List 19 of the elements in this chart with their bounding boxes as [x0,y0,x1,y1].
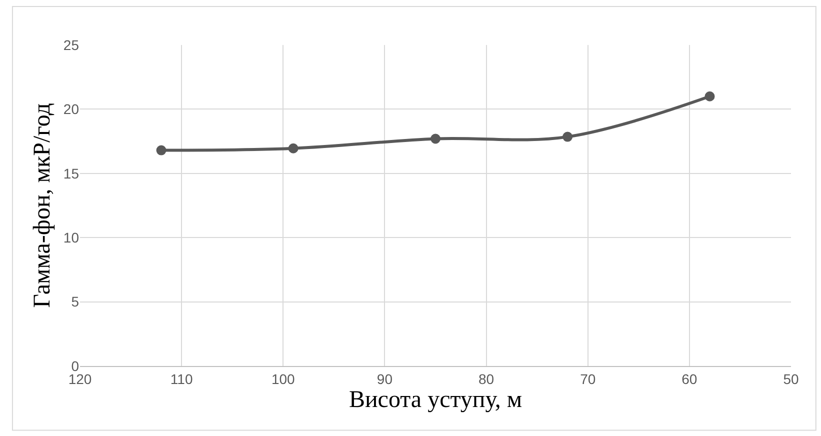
point [562,132,573,142]
y-tick-label: 25 [63,36,80,53]
point [156,145,166,156]
x-tick-label: 110 [170,370,193,387]
x-tick-label: 70 [580,370,596,387]
y-tick-label: 5 [71,294,80,310]
x-tick-label: 60 [682,370,698,387]
x-axis-title: Висота уступу, м [348,387,522,414]
x-tick-label: 100 [271,370,296,387]
x-tick-label: 90 [376,370,393,387]
y-tick-label: 20 [63,101,80,118]
x-tick-label: 50 [783,370,799,387]
y-tick-label: 10 [63,230,80,246]
point [430,134,440,144]
point [704,91,715,102]
point [288,143,298,154]
y-tick-label: 15 [63,165,80,182]
y-axis-title: Гамма-фон, мкР/год [30,103,56,308]
x-tick-label: 80 [478,370,494,387]
